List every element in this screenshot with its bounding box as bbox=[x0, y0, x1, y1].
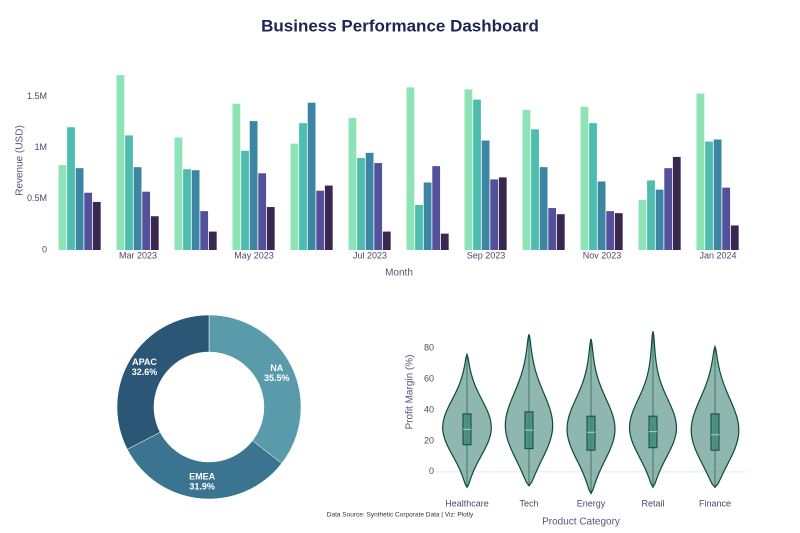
bar bbox=[191, 170, 200, 250]
bar bbox=[722, 187, 731, 250]
bar bbox=[498, 177, 507, 250]
bar bbox=[589, 123, 597, 250]
bar bbox=[241, 150, 249, 250]
bar bbox=[58, 165, 67, 250]
x-tick-label: Jul 2023 bbox=[353, 250, 387, 260]
bar bbox=[614, 213, 623, 250]
slice-value: 31.9% bbox=[189, 482, 215, 492]
bar bbox=[606, 211, 615, 250]
bar bbox=[440, 233, 449, 250]
bar bbox=[696, 93, 705, 250]
y-tick-label: 40 bbox=[424, 404, 434, 414]
bar bbox=[266, 207, 275, 250]
bar bbox=[415, 204, 423, 250]
bar bbox=[249, 121, 258, 251]
bar bbox=[357, 157, 365, 250]
slice-label: NA bbox=[270, 363, 283, 373]
bar bbox=[125, 135, 133, 250]
bar bbox=[365, 152, 374, 250]
bar bbox=[423, 182, 432, 250]
bar bbox=[316, 190, 325, 250]
x-tick-label: Tech bbox=[519, 498, 538, 508]
y-tick-label: 1M bbox=[34, 142, 47, 152]
bar bbox=[67, 127, 75, 250]
bar bbox=[290, 143, 299, 250]
bar bbox=[92, 201, 101, 250]
bar bbox=[307, 102, 316, 250]
x-tick-label: Energy bbox=[577, 498, 606, 508]
y-axis-title: Profit Margin (%) bbox=[405, 354, 416, 429]
x-tick-label: Retail bbox=[641, 498, 664, 508]
slice-label: APAC bbox=[132, 357, 157, 367]
bar bbox=[730, 225, 739, 250]
bar bbox=[374, 163, 383, 250]
bar bbox=[150, 216, 159, 250]
box bbox=[586, 415, 596, 451]
bar bbox=[232, 103, 241, 250]
y-tick-label: 0 bbox=[429, 466, 434, 476]
bar bbox=[299, 123, 307, 250]
bar bbox=[406, 87, 415, 250]
x-tick-label: Nov 2023 bbox=[583, 250, 622, 260]
bar bbox=[522, 109, 531, 251]
bar bbox=[116, 75, 125, 250]
bar bbox=[258, 173, 267, 250]
bar bbox=[705, 141, 713, 250]
bar bbox=[490, 179, 499, 250]
bar bbox=[580, 106, 589, 250]
bar bbox=[655, 189, 664, 250]
bar bbox=[174, 137, 183, 250]
bar bbox=[638, 199, 647, 250]
x-tick-label: Healthcare bbox=[445, 498, 489, 508]
slice-value: 35.5% bbox=[264, 373, 290, 383]
bar bbox=[382, 231, 391, 250]
bar bbox=[664, 168, 673, 250]
donut-slice bbox=[208, 314, 302, 464]
bar bbox=[133, 167, 142, 250]
bar bbox=[183, 169, 191, 250]
y-tick-label: 1.5M bbox=[27, 91, 47, 101]
bar bbox=[473, 99, 481, 250]
bar bbox=[672, 156, 681, 250]
y-tick-label: 80 bbox=[424, 343, 434, 353]
x-tick-label: Mar 2023 bbox=[119, 250, 157, 260]
x-tick-label: Jan 2024 bbox=[699, 250, 736, 260]
bar bbox=[556, 214, 565, 250]
bar bbox=[481, 140, 490, 250]
bar bbox=[84, 192, 93, 250]
bar bbox=[75, 168, 84, 250]
bar bbox=[432, 166, 441, 250]
y-axis-title: Revenue (USD) bbox=[15, 125, 26, 196]
bar bbox=[324, 185, 333, 250]
x-tick-label: Finance bbox=[699, 498, 731, 508]
x-axis-title: Month bbox=[385, 268, 413, 279]
y-tick-label: 0.5M bbox=[27, 193, 47, 203]
slice-label: EMEA bbox=[189, 472, 216, 482]
dashboard-title: Business Performance Dashboard bbox=[261, 16, 539, 35]
x-tick-label: May 2023 bbox=[234, 250, 274, 260]
bar bbox=[647, 180, 655, 250]
y-tick-label: 20 bbox=[424, 435, 434, 445]
footer: Data Source: Synthetic Corporate Data | … bbox=[327, 512, 474, 519]
donut-slice bbox=[126, 431, 283, 500]
slice-value: 32.6% bbox=[132, 367, 158, 377]
y-tick-label: 0 bbox=[42, 244, 47, 254]
bar bbox=[597, 181, 606, 250]
box bbox=[710, 413, 720, 451]
donut-slice bbox=[116, 314, 210, 450]
bar bbox=[348, 118, 357, 251]
x-tick-label: Sep 2023 bbox=[467, 250, 506, 260]
bar bbox=[200, 211, 209, 250]
bar bbox=[713, 139, 722, 250]
bar bbox=[464, 89, 473, 250]
bar bbox=[531, 129, 539, 250]
x-axis-title: Product Category bbox=[542, 517, 620, 528]
bar bbox=[208, 231, 217, 250]
bar bbox=[548, 208, 557, 250]
bar bbox=[539, 167, 548, 250]
y-tick-label: 60 bbox=[424, 373, 434, 383]
bar bbox=[142, 191, 151, 250]
